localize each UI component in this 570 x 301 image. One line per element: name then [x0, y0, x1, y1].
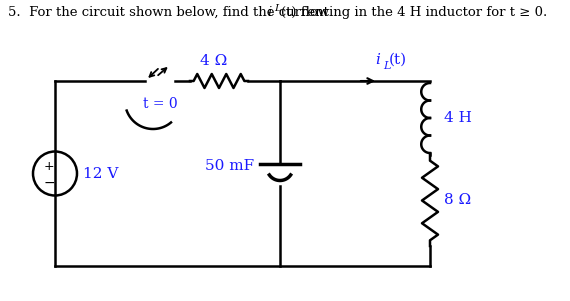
- Text: i: i: [267, 6, 271, 19]
- Text: 5.  For the circuit shown below, find the current: 5. For the circuit shown below, find the…: [8, 6, 337, 19]
- Text: 8 Ω: 8 Ω: [444, 194, 471, 207]
- Text: −: −: [43, 175, 55, 190]
- Text: 4 H: 4 H: [444, 111, 472, 125]
- Text: i: i: [375, 53, 380, 67]
- Text: L: L: [274, 4, 281, 13]
- Text: 12 V: 12 V: [83, 166, 119, 181]
- Text: t = 0: t = 0: [143, 97, 178, 111]
- Text: 4 Ω: 4 Ω: [201, 54, 227, 68]
- Text: (t) flowing in the 4 H inductor for t ≥ 0.: (t) flowing in the 4 H inductor for t ≥ …: [281, 6, 547, 19]
- Text: 50 mF: 50 mF: [205, 160, 254, 173]
- Text: (t): (t): [389, 53, 407, 67]
- Text: +: +: [44, 160, 54, 173]
- Text: L: L: [383, 61, 390, 71]
